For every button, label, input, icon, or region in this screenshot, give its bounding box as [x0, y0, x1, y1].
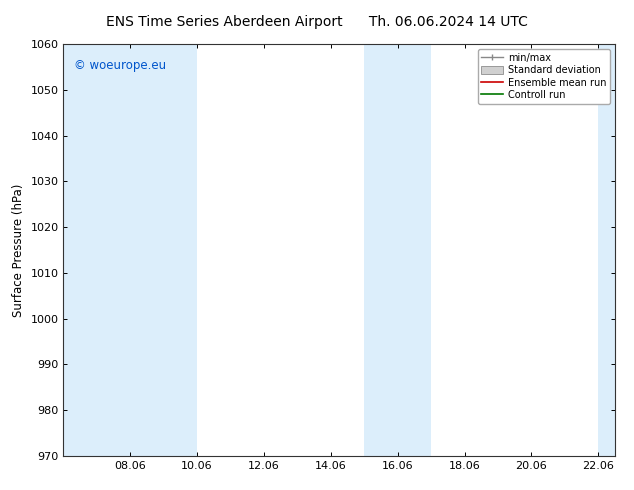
Text: © woeurope.eu: © woeurope.eu — [74, 58, 167, 72]
Legend: min/max, Standard deviation, Ensemble mean run, Controll run: min/max, Standard deviation, Ensemble me… — [477, 49, 610, 104]
Bar — [598, 44, 615, 456]
Bar — [63, 44, 197, 456]
Y-axis label: Surface Pressure (hPa): Surface Pressure (hPa) — [12, 183, 25, 317]
Text: ENS Time Series Aberdeen Airport      Th. 06.06.2024 14 UTC: ENS Time Series Aberdeen Airport Th. 06.… — [106, 15, 528, 29]
Bar — [365, 44, 431, 456]
